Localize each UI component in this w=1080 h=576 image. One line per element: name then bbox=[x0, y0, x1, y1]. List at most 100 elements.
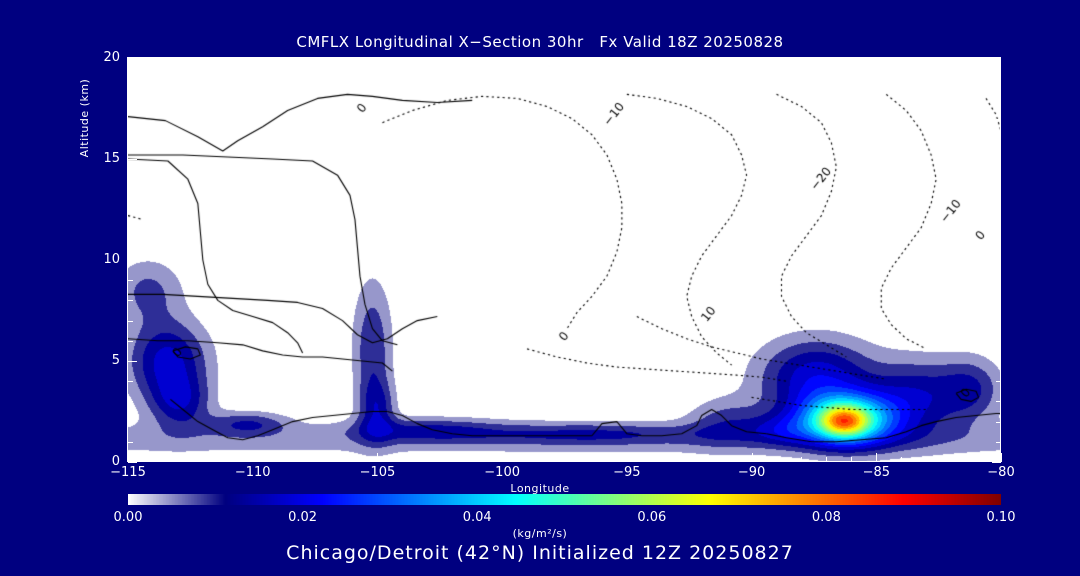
x-tick bbox=[602, 457, 603, 462]
y-tick bbox=[992, 260, 1001, 261]
y-tick bbox=[128, 260, 137, 261]
x-tick bbox=[203, 457, 204, 462]
x-tick bbox=[552, 457, 553, 462]
x-tick bbox=[377, 453, 378, 462]
x-tick bbox=[427, 457, 428, 462]
x-tick bbox=[976, 457, 977, 462]
y-tick-label: 10 bbox=[103, 252, 120, 267]
y-tick-label: 0 bbox=[111, 454, 120, 469]
y-tick bbox=[996, 401, 1001, 402]
x-tick bbox=[652, 457, 653, 462]
y-tick bbox=[128, 280, 133, 281]
colorbar bbox=[128, 494, 1001, 505]
y-tick bbox=[128, 159, 137, 160]
y-tick bbox=[996, 300, 1001, 301]
x-tick bbox=[702, 457, 703, 462]
y-tick bbox=[128, 139, 133, 140]
y-tick bbox=[128, 199, 133, 200]
x-tick-label: −90 bbox=[737, 465, 766, 480]
y-tick bbox=[996, 220, 1001, 221]
y-tick bbox=[128, 220, 133, 221]
y-tick bbox=[992, 159, 1001, 160]
x-tick bbox=[851, 457, 852, 462]
y-tick bbox=[128, 462, 137, 463]
x-tick bbox=[502, 453, 503, 462]
chart-title: CMFLX Longitudinal X−Section 30hr Fx Val… bbox=[296, 33, 784, 51]
x-tick bbox=[452, 457, 453, 462]
y-tick bbox=[996, 139, 1001, 140]
y-tick bbox=[996, 199, 1001, 200]
colorbar-tick-label: 0.00 bbox=[113, 510, 143, 525]
x-tick bbox=[178, 457, 179, 462]
x-tick bbox=[402, 457, 403, 462]
x-tick bbox=[926, 457, 927, 462]
y-tick bbox=[128, 422, 133, 423]
x-tick bbox=[677, 457, 678, 462]
y-tick bbox=[996, 321, 1001, 322]
x-tick-label: −85 bbox=[862, 465, 890, 480]
y-tick bbox=[996, 78, 1001, 79]
colorbar-units-label: (kg/m²/s) bbox=[512, 527, 568, 540]
x-tick bbox=[253, 453, 254, 462]
x-tick-label: −95 bbox=[613, 465, 641, 480]
x-tick-label: −115 bbox=[110, 465, 146, 480]
x-tick bbox=[727, 457, 728, 462]
y-tick bbox=[996, 341, 1001, 342]
y-tick bbox=[996, 179, 1001, 180]
y-tick bbox=[992, 58, 1001, 59]
y-tick bbox=[128, 361, 137, 362]
x-tick bbox=[228, 457, 229, 462]
x-tick bbox=[826, 457, 827, 462]
x-tick bbox=[128, 453, 129, 462]
x-tick-label: −105 bbox=[359, 465, 396, 480]
x-tick bbox=[901, 457, 902, 462]
y-tick-label: 5 bbox=[111, 353, 120, 368]
y-tick bbox=[128, 78, 133, 79]
colorbar-tick-label: 0.04 bbox=[462, 510, 492, 525]
colorbar-tick-label: 0.06 bbox=[637, 510, 667, 525]
y-tick bbox=[128, 119, 133, 120]
x-tick bbox=[303, 457, 304, 462]
y-tick bbox=[996, 280, 1001, 281]
x-tick bbox=[951, 457, 952, 462]
y-tick bbox=[996, 240, 1001, 241]
y-tick bbox=[128, 58, 137, 59]
colorbar-tick-label: 0.10 bbox=[986, 510, 1016, 525]
x-tick bbox=[328, 457, 329, 462]
y-tick bbox=[128, 98, 133, 99]
y-tick bbox=[996, 119, 1001, 120]
x-tick bbox=[627, 453, 628, 462]
x-tick bbox=[801, 457, 802, 462]
y-tick bbox=[996, 422, 1001, 423]
cross-section-field bbox=[128, 58, 1001, 462]
y-tick bbox=[128, 341, 133, 342]
y-tick bbox=[992, 361, 1001, 362]
x-tick-label: −80 bbox=[987, 465, 1015, 480]
y-tick bbox=[128, 179, 133, 180]
colorbar-tick-label: 0.02 bbox=[288, 510, 318, 525]
x-tick bbox=[876, 453, 877, 462]
y-tick bbox=[128, 240, 133, 241]
y-tick-label: 20 bbox=[103, 50, 120, 65]
y-axis-label: Altitude (km) bbox=[78, 78, 91, 158]
y-tick bbox=[128, 381, 133, 382]
x-tick bbox=[153, 457, 154, 462]
y-tick bbox=[996, 98, 1001, 99]
y-tick bbox=[128, 401, 133, 402]
y-tick bbox=[128, 442, 133, 443]
x-tick bbox=[752, 453, 753, 462]
x-tick bbox=[477, 457, 478, 462]
x-tick bbox=[278, 457, 279, 462]
x-tick-label: −100 bbox=[484, 465, 520, 480]
y-tick bbox=[996, 381, 1001, 382]
x-tick-label: −110 bbox=[234, 465, 271, 480]
y-tick-label: 15 bbox=[103, 151, 120, 166]
y-tick bbox=[992, 462, 1001, 463]
y-tick bbox=[996, 442, 1001, 443]
colorbar-tick-label: 0.08 bbox=[811, 510, 841, 525]
x-tick bbox=[777, 457, 778, 462]
figure-caption: Chicago/Detroit (42°N) Initialized 12Z 2… bbox=[286, 542, 794, 564]
x-tick bbox=[352, 457, 353, 462]
y-tick bbox=[128, 321, 133, 322]
